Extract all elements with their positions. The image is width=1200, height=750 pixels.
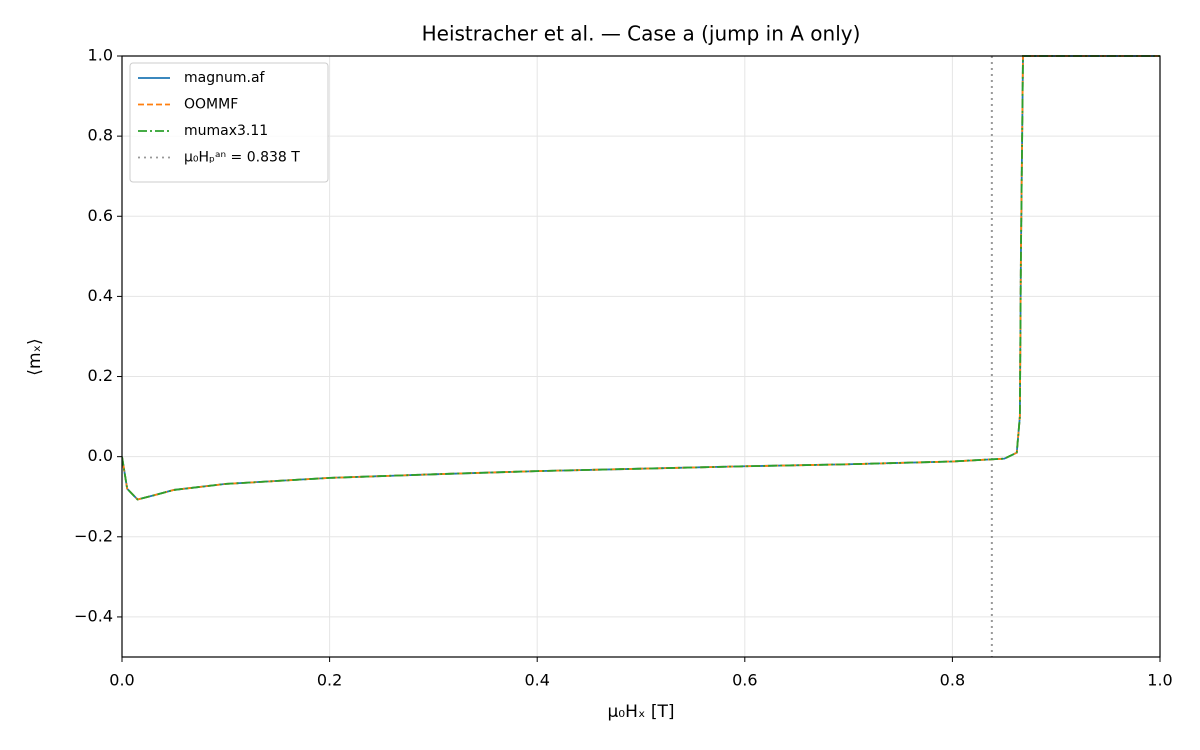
- x-tick-label: 0.2: [317, 671, 342, 690]
- y-tick-label: 0.0: [88, 446, 113, 465]
- x-axis-label: μ₀Hₓ [T]: [607, 702, 674, 722]
- legend-label: OOMMF: [184, 97, 238, 113]
- x-tick-label: 0.6: [732, 671, 757, 690]
- x-tick-label: 0.8: [940, 671, 965, 690]
- legend-label: mumax3.11: [184, 123, 268, 139]
- legend: magnum.af OOMMF mumax3.11 μ₀Hₚᵃⁿ = 0.838 T: [129, 62, 329, 183]
- y-tick-label: −0.2: [74, 526, 113, 545]
- x-tick-label: 0.0: [109, 671, 134, 690]
- series-line: [122, 55, 1160, 501]
- legend-label: μ₀Hₚᵃⁿ = 0.838 T: [184, 150, 300, 166]
- legend-label: magnum.af: [184, 70, 266, 86]
- y-tick-label: −0.4: [74, 606, 113, 625]
- y-axis-label: ⟨mₓ⟩: [25, 338, 45, 375]
- y-tick-label: 0.8: [88, 126, 113, 145]
- chart-title: Heistracher et al. — Case a (jump in A o…: [422, 22, 861, 46]
- plot-frame: [121, 55, 1161, 658]
- legend-box: [129, 62, 329, 183]
- y-tick-label: 0.6: [88, 206, 113, 225]
- y-tick-label: 1.0: [88, 46, 113, 65]
- y-tick-label: 0.4: [88, 286, 113, 305]
- y-tick-label: 0.2: [88, 366, 113, 385]
- x-tick-label: 1.0: [1147, 671, 1172, 690]
- x-tick-label: 0.4: [524, 671, 549, 690]
